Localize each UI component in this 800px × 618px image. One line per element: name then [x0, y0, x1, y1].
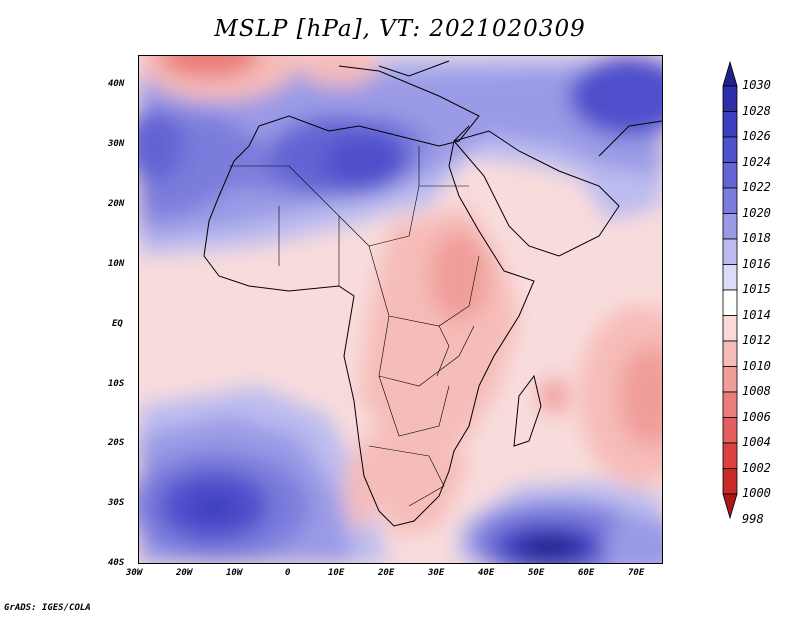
colorbar-swatch	[722, 417, 738, 444]
border-egypt	[418, 146, 469, 187]
lon-label-10e: 10E	[328, 568, 345, 578]
border-southern	[368, 445, 445, 507]
colorbar-level-label: 998	[742, 511, 764, 526]
colorbar-swatch	[722, 136, 738, 163]
lon-label-60e: 60E	[578, 568, 595, 578]
colorbar-swatches	[722, 60, 738, 520]
border-central	[378, 315, 475, 387]
colorbar-level-label: 1014	[742, 307, 771, 322]
country-borders	[229, 146, 480, 507]
pressure-field-svg	[139, 56, 662, 563]
central-low-1008	[429, 231, 489, 321]
lat-label-30s: 30S	[108, 498, 125, 508]
colorbar-swatch	[722, 340, 738, 367]
lon-label-30e: 30E	[428, 568, 445, 578]
colorbar-swatch	[722, 468, 738, 495]
south-atlantic-high-center	[192, 495, 236, 521]
med-low	[299, 56, 379, 86]
pressure-field-layers	[139, 56, 662, 563]
great-lakes	[436, 325, 450, 377]
arabia-coastline	[453, 130, 620, 257]
lat-label-20n: 20N	[108, 199, 125, 209]
nw-low-1006	[159, 56, 259, 78]
colorbar-swatch	[722, 391, 738, 418]
se-corner-high	[604, 516, 662, 563]
lon-label-30w: 30W	[126, 568, 143, 578]
asia-high-1024	[569, 56, 662, 136]
colorbar-level-label: 1026	[742, 129, 771, 143]
colorbar-swatch	[722, 213, 738, 240]
lon-label-70e: 70E	[628, 568, 645, 578]
colorbar-swatch	[722, 366, 738, 393]
border-sahara	[229, 165, 420, 247]
lon-label-10w: 10W	[226, 568, 243, 578]
madagascar-coastline	[513, 374, 542, 447]
map-plot-area	[138, 55, 663, 564]
colorbar-level-label: 1016	[742, 256, 771, 271]
colorbar-swatch	[722, 289, 738, 316]
lat-label-10s: 10S	[108, 379, 125, 389]
mediterranean-coast	[378, 60, 450, 77]
indian-ocean-low-1008	[619, 346, 662, 446]
border-south-central	[378, 375, 450, 437]
colorbar-level-label: 1002	[742, 460, 771, 475]
colorbar-level-label: 1022	[742, 180, 771, 194]
lon-label-20e: 20E	[378, 568, 395, 578]
colorbar-level-label: 1018	[742, 231, 771, 245]
colorbar-swatch	[722, 238, 738, 265]
southern-africa-1010	[359, 426, 469, 536]
colorbar-level-label: 1000	[742, 486, 771, 500]
lat-label-20s: 20S	[108, 438, 125, 448]
madagascar-low	[540, 378, 568, 414]
lat-label-eq: EQ	[112, 319, 123, 329]
asia-coast	[598, 120, 662, 157]
credit-label: GrADS: IGES/COLA	[4, 603, 91, 613]
lon-label-0: 0	[285, 568, 291, 578]
colorbar-swatch	[722, 85, 738, 112]
map-title: MSLP [hPa], VT: 2021020309	[214, 16, 586, 42]
lat-label-40s: 40S	[108, 558, 125, 568]
colorbar-swatch	[722, 187, 738, 214]
colorbar-level-label: 1010	[742, 358, 771, 373]
lon-label-50e: 50E	[528, 568, 545, 578]
colorbar-swatch	[722, 111, 738, 138]
colorbar-level-label: 1024	[742, 154, 771, 169]
colorbar-swatch	[722, 442, 738, 469]
africa-coastline	[203, 65, 535, 527]
colorbar-level-label: 1020	[742, 205, 771, 220]
lon-label-40e: 40E	[478, 568, 495, 578]
saharan-high-1024	[324, 136, 404, 186]
lat-label-10n: 10N	[108, 259, 125, 269]
coastlines	[203, 60, 662, 527]
colorbar-swatch	[722, 264, 738, 291]
colorbar-level-label: 1004	[742, 435, 771, 449]
atlantic-high-west	[139, 111, 184, 181]
colorbar-top-arrow	[722, 60, 738, 87]
south-indian-high-center	[519, 536, 579, 560]
lon-label-20w: 20W	[176, 568, 193, 578]
lat-label-40n: 40N	[108, 79, 125, 89]
colorbar-level-label: 1012	[742, 333, 771, 347]
namibia-trough	[345, 451, 373, 531]
colorbar-bottom-arrow	[722, 493, 738, 520]
colorbar	[722, 60, 738, 520]
colorbar-level-label: 1006	[742, 409, 771, 424]
colorbar-swatch	[722, 315, 738, 342]
colorbar-level-label: 1015	[742, 282, 771, 296]
colorbar-level-label: 1028	[742, 103, 771, 118]
colorbar-level-label: 1008	[742, 384, 771, 398]
colorbar-level-label: 1030	[742, 78, 771, 92]
colorbar-swatch	[722, 162, 738, 189]
lat-label-30n: 30N	[108, 139, 125, 149]
